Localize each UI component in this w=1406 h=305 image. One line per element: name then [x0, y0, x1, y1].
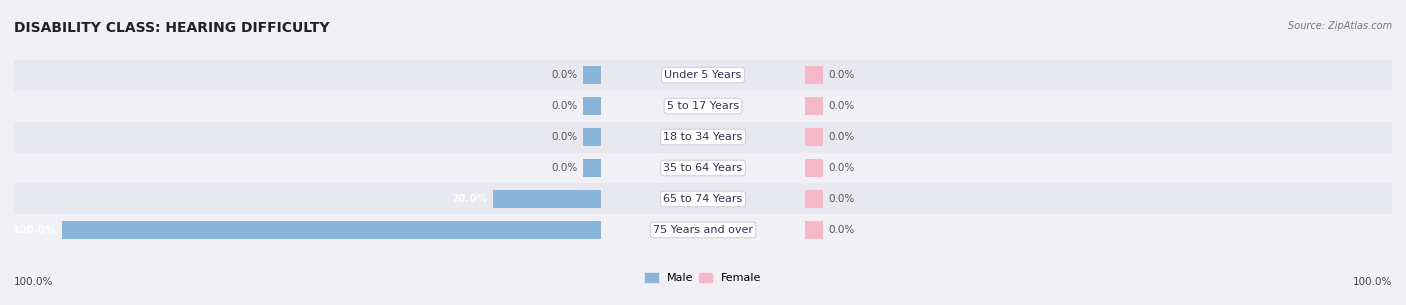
Text: 65 to 74 Years: 65 to 74 Years: [664, 194, 742, 204]
Legend: Male, Female: Male, Female: [640, 268, 766, 288]
Text: 35 to 64 Years: 35 to 64 Years: [664, 163, 742, 173]
Bar: [14, 184, 1392, 214]
Bar: [583, 66, 602, 84]
Bar: [583, 159, 602, 177]
Bar: [804, 97, 823, 115]
Text: 0.0%: 0.0%: [828, 70, 855, 80]
Text: 0.0%: 0.0%: [828, 225, 855, 235]
Bar: [14, 152, 1392, 184]
Text: 20.0%: 20.0%: [451, 194, 488, 204]
Bar: [804, 159, 823, 177]
Text: 0.0%: 0.0%: [828, 163, 855, 173]
Bar: [62, 221, 602, 239]
Bar: [583, 128, 602, 146]
Bar: [14, 91, 1392, 121]
Bar: [583, 97, 602, 115]
Bar: [494, 190, 602, 208]
Bar: [14, 121, 1392, 152]
Bar: [804, 190, 823, 208]
Bar: [14, 214, 1392, 246]
Text: 75 Years and over: 75 Years and over: [652, 225, 754, 235]
Text: 0.0%: 0.0%: [551, 163, 578, 173]
Text: 5 to 17 Years: 5 to 17 Years: [666, 101, 740, 111]
Text: 100.0%: 100.0%: [14, 277, 53, 287]
Text: 0.0%: 0.0%: [828, 132, 855, 142]
Bar: [804, 128, 823, 146]
Text: DISABILITY CLASS: HEARING DIFFICULTY: DISABILITY CLASS: HEARING DIFFICULTY: [14, 21, 329, 35]
Text: 100.0%: 100.0%: [1353, 277, 1392, 287]
Bar: [14, 59, 1392, 91]
Bar: [804, 221, 823, 239]
Bar: [804, 66, 823, 84]
Text: 100.0%: 100.0%: [13, 225, 56, 235]
Text: 0.0%: 0.0%: [551, 132, 578, 142]
Text: 18 to 34 Years: 18 to 34 Years: [664, 132, 742, 142]
Text: Under 5 Years: Under 5 Years: [665, 70, 741, 80]
Text: 0.0%: 0.0%: [828, 101, 855, 111]
Text: 0.0%: 0.0%: [551, 101, 578, 111]
Text: 0.0%: 0.0%: [551, 70, 578, 80]
Text: 0.0%: 0.0%: [828, 194, 855, 204]
Text: Source: ZipAtlas.com: Source: ZipAtlas.com: [1288, 21, 1392, 31]
